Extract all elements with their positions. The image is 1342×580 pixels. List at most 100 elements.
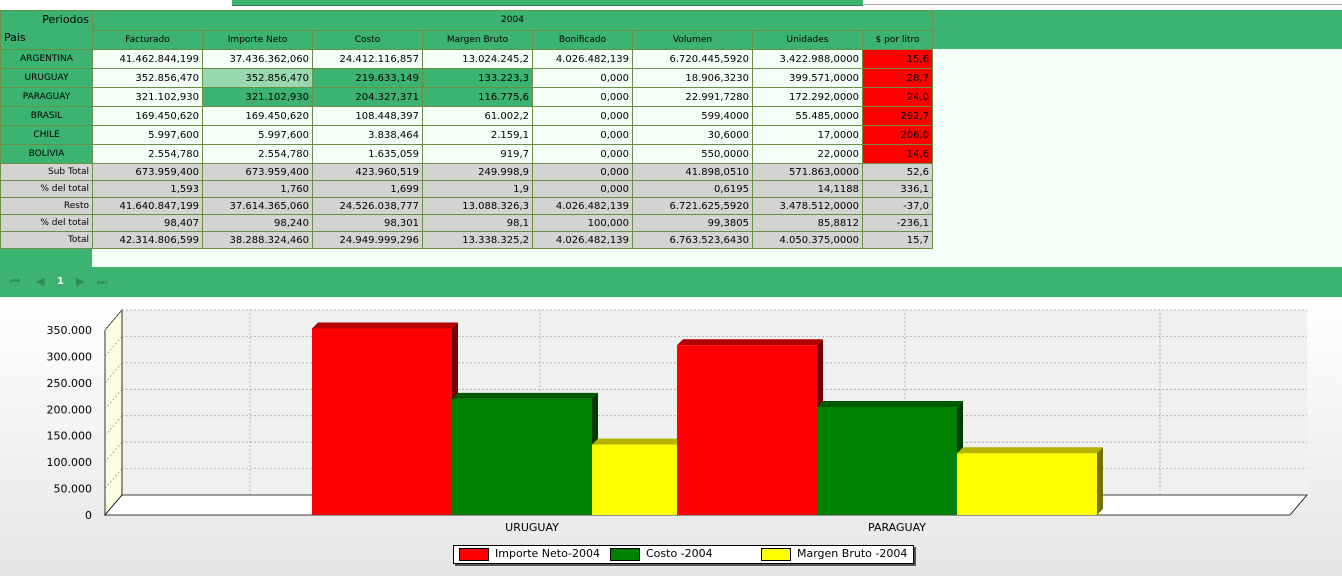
gridline [104, 362, 123, 384]
row-label[interactable]: BRASIL [0, 106, 93, 126]
chart-legend: Importe Neto-2004 Costo -2004 Margen Bru… [453, 545, 914, 564]
last-page-icon[interactable]: ⏭ [97, 275, 107, 288]
bar-top [677, 339, 823, 346]
column-header[interactable]: Volumen [632, 29, 753, 50]
summary-row: Total 42.314.806,599 38.288.324,460 24.949.… [0, 231, 933, 249]
column-header[interactable]: Importe Neto [202, 29, 313, 50]
summary-cell: 0,000 [532, 163, 633, 181]
summary-cell: 3.478.512,0000 [752, 197, 863, 215]
legend-item-costo: Costo -2004 [610, 547, 713, 561]
bar [312, 328, 452, 515]
row-label[interactable]: ARGENTINA [0, 49, 93, 69]
summary-label: Sub Total [0, 163, 93, 181]
table-cell: 321.102,930 [202, 87, 313, 107]
row-label[interactable]: BOLIVIA [0, 144, 93, 164]
row-label[interactable]: URUGUAY [0, 68, 93, 88]
column-header[interactable]: Unidades [752, 29, 863, 50]
summary-cell: 673.959,400 [92, 163, 203, 181]
table-cell: 919,7 [422, 144, 533, 164]
bar [957, 453, 1097, 515]
table-cell: 55.485,0000 [752, 106, 863, 126]
summary-cell: 99,3805 [632, 214, 753, 232]
pager-bar: ⏮ ◀ 1 ▶ ⏭ [0, 267, 1342, 297]
pivot-table: Periodos Pais 2004 Facturado Importe Neto… [0, 10, 933, 249]
table-cell: 30,6000 [632, 125, 753, 145]
table-row: BRASIL 169.450,620 169.450,620 108.448,397 6… [0, 106, 933, 126]
summary-cell: 4.026.482,139 [532, 197, 633, 215]
next-page-icon[interactable]: ▶ [76, 275, 85, 288]
gridline [104, 389, 123, 410]
summary-cell: 0,6195 [632, 180, 753, 198]
table-cell: 116.775,6 [422, 87, 533, 107]
table-cell: 24,0 [862, 87, 933, 107]
table-row: PARAGUAY 321.102,930 321.102,930 204.327,37… [0, 87, 933, 107]
column-header[interactable]: Costo [312, 29, 423, 50]
summary-cell: 41.640.847,199 [92, 197, 203, 215]
summary-cell: 98,240 [202, 214, 313, 232]
y-tick-label: 250.000 [47, 377, 93, 390]
current-page-number[interactable]: 1 [57, 276, 64, 287]
y-tick-label: 200.000 [47, 403, 93, 416]
summary-cell: 38.288.324,460 [202, 231, 313, 249]
table-cell: 13.024.245,2 [422, 49, 533, 69]
y-tick-label: 300.000 [47, 350, 93, 363]
row-label[interactable]: PARAGUAY [0, 87, 93, 107]
table-cell: 18.906,3230 [632, 68, 753, 88]
summary-cell: -37,0 [862, 197, 933, 215]
table-cell: 37.436.362,060 [202, 49, 313, 69]
table-cell: 321.102,930 [92, 87, 203, 107]
table-cell: 0,000 [532, 87, 633, 107]
summary-cell: 52,6 [862, 163, 933, 181]
table-cell: 1.635,059 [312, 144, 423, 164]
chart-area: 0 50.000 100.000 150.000 200.000 250.000 300.0… [0, 297, 1342, 576]
summary-cell: 37.614.365,060 [202, 197, 313, 215]
summary-cell: 14,1188 [752, 180, 863, 198]
legend-swatch [610, 547, 640, 561]
table-cell: 6.720.445,5920 [632, 49, 753, 69]
column-header[interactable]: Bonificado [532, 29, 633, 50]
summary-cell: 249.998,9 [422, 163, 533, 181]
table-cell: 2.554,780 [92, 144, 203, 164]
table-cell: 24.412.116,857 [312, 49, 423, 69]
summary-cell: 15,7 [862, 231, 933, 249]
summary-row: Resto 41.640.847,199 37.614.365,060 24.526.… [0, 197, 933, 215]
column-header[interactable]: Facturado [92, 29, 203, 50]
table-cell: 22.991,7280 [632, 87, 753, 107]
bar [677, 345, 817, 515]
table-row: URUGUAY 352.856,470 352.856,470 219.633,149… [0, 68, 933, 88]
summary-label: % del total [0, 180, 93, 198]
column-header[interactable]: $ por litro [862, 29, 933, 50]
summary-cell: 24.949.999,296 [312, 231, 423, 249]
table-side-fill [932, 49, 1342, 267]
column-header-row: Facturado Importe Neto Costo Margen Bruto Bo… [1, 29, 933, 50]
legend-swatch [761, 547, 791, 561]
year-header[interactable]: 2004 [92, 10, 933, 31]
row-label[interactable]: CHILE [0, 125, 93, 145]
bar-top [957, 447, 1103, 454]
table-cell: 0,000 [532, 106, 633, 126]
summary-cell: 13.088.326,3 [422, 197, 533, 215]
first-page-icon[interactable]: ⏮ [10, 275, 20, 288]
chart-left-wall [104, 308, 123, 517]
table-cell: 292,7 [862, 106, 933, 126]
table-cell: 169.450,620 [202, 106, 313, 126]
summary-cell: 4.050.375,0000 [752, 231, 863, 249]
table-cell: 352.856,470 [92, 68, 203, 88]
table-cell: 4.026.482,139 [532, 49, 633, 69]
header-band-fill [932, 10, 1342, 49]
top-divider-line [863, 4, 1342, 5]
legend-label: Margen Bruto -2004 [797, 547, 908, 560]
table-cell: 550,0000 [632, 144, 753, 164]
table-cell: 5.997,600 [202, 125, 313, 145]
periods-label: Periodos [42, 13, 89, 26]
gridline [104, 415, 123, 436]
table-cell: 219.633,149 [312, 68, 423, 88]
summary-cell: 0,000 [532, 180, 633, 198]
x-tick-label: PARAGUAY [868, 521, 926, 534]
prev-page-icon[interactable]: ◀ [36, 275, 45, 288]
column-header[interactable]: Margen Bruto [422, 29, 533, 50]
summary-cell: -236,1 [862, 214, 933, 232]
table-cell: 15,6 [862, 49, 933, 69]
table-row: ARGENTINA 41.462.844,199 37.436.362,060 24.… [0, 49, 933, 69]
summary-cell: 85,8812 [752, 214, 863, 232]
